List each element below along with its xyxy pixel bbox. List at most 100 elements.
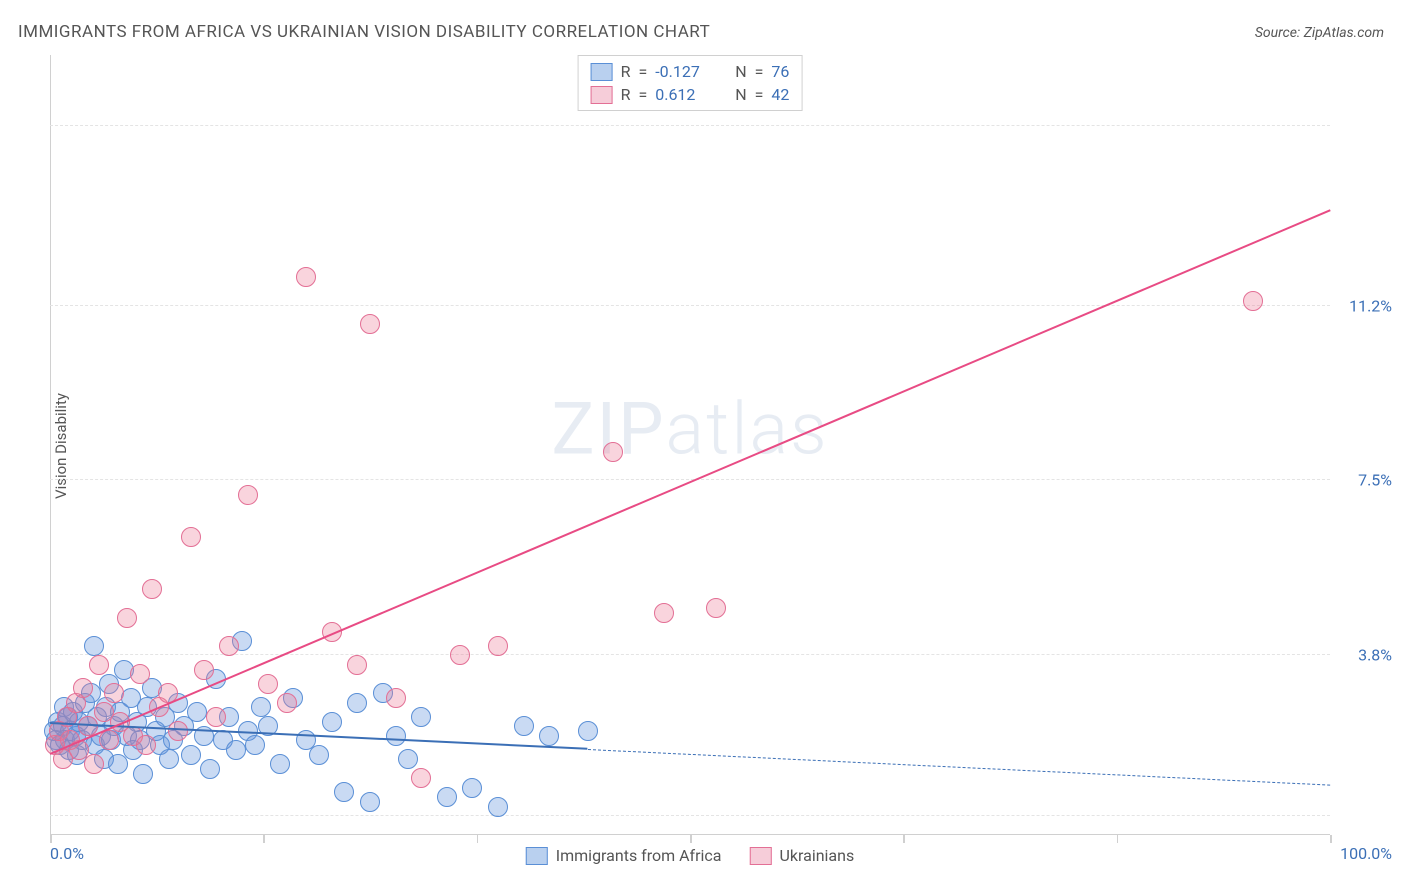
scatter-point-africa	[360, 792, 380, 812]
x-tick-mark	[903, 835, 905, 843]
scatter-point-africa	[539, 726, 559, 746]
trend-line	[50, 209, 1331, 754]
legend-label-africa: Immigrants from Africa	[556, 846, 722, 865]
scatter-point-africa	[84, 636, 104, 656]
scatter-point-africa	[334, 782, 354, 802]
scatter-point-ukr	[1243, 291, 1263, 311]
scatter-point-ukr	[130, 664, 150, 684]
scatter-point-africa	[386, 726, 406, 746]
scatter-point-ukr	[181, 527, 201, 547]
scatter-point-ukr	[386, 688, 406, 708]
scatter-point-africa	[488, 797, 508, 817]
scatter-point-ukr	[258, 674, 278, 694]
scatter-point-africa	[437, 787, 457, 807]
watermark-atlas: atlas	[666, 387, 829, 472]
scatter-point-africa	[200, 759, 220, 779]
scatter-point-africa	[347, 693, 367, 713]
legend-R-label: R	[621, 62, 631, 81]
legend-correlation-box: R = -0.127 N = 76 R = 0.612 N = 42	[578, 55, 803, 111]
chart-title: IMMIGRANTS FROM AFRICA VS UKRAINIAN VISI…	[18, 22, 710, 42]
legend-item-africa: Immigrants from Africa	[526, 846, 722, 865]
scatter-point-africa	[108, 754, 128, 774]
scatter-point-africa	[245, 735, 265, 755]
chart-plot-area: ZIPatlas R = -0.127 N = 76 R = 0.612 N =…	[50, 55, 1330, 835]
scatter-point-ukr	[347, 655, 367, 675]
scatter-point-ukr	[238, 485, 258, 505]
scatter-point-africa	[251, 697, 271, 717]
scatter-point-ukr	[296, 267, 316, 287]
legend-N-value-africa: 76	[771, 62, 789, 81]
legend-eq: =	[755, 85, 764, 104]
x-tick-mark	[477, 835, 479, 843]
legend-label-ukr: Ukrainians	[780, 846, 855, 865]
y-tick-label: 7.5%	[1358, 471, 1392, 490]
scatter-point-ukr	[450, 645, 470, 665]
x-tick-mark	[50, 835, 52, 843]
scatter-point-ukr	[104, 683, 124, 703]
legend-swatch-africa	[526, 847, 548, 865]
scatter-point-ukr	[84, 754, 104, 774]
scatter-point-ukr	[206, 707, 226, 727]
scatter-point-ukr	[654, 603, 674, 623]
scatter-point-africa	[133, 764, 153, 784]
scatter-point-ukr	[706, 598, 726, 618]
scatter-point-africa	[462, 778, 482, 798]
scatter-point-ukr	[117, 608, 137, 628]
source-link[interactable]: ZipAtlas.com	[1304, 25, 1384, 41]
scatter-point-ukr	[89, 655, 109, 675]
scatter-point-ukr	[360, 314, 380, 334]
legend-swatch-ukr	[750, 847, 772, 865]
legend-row-africa: R = -0.127 N = 76	[591, 60, 790, 83]
x-tick-label: 0.0%	[50, 844, 84, 863]
x-tick-mark	[690, 835, 692, 843]
scatter-point-africa	[270, 754, 290, 774]
x-tick-label: 100.0%	[1340, 844, 1392, 863]
scatter-point-africa	[226, 740, 246, 760]
legend-series: Immigrants from Africa Ukrainians	[526, 846, 854, 865]
scatter-point-africa	[309, 745, 329, 765]
scatter-point-africa	[411, 707, 431, 727]
y-tick-label: 11.2%	[1349, 296, 1392, 315]
scatter-point-ukr	[99, 730, 119, 750]
watermark: ZIPatlas	[551, 387, 828, 472]
legend-N-label: N	[735, 62, 746, 81]
scatter-point-africa	[578, 721, 598, 741]
grid-line	[50, 815, 1330, 816]
x-tick-mark	[1117, 835, 1119, 843]
scatter-point-ukr	[73, 678, 93, 698]
scatter-point-ukr	[603, 442, 623, 462]
scatter-point-ukr	[136, 735, 156, 755]
scatter-point-africa	[187, 702, 207, 722]
x-tick-mark	[263, 835, 265, 843]
scatter-point-ukr	[194, 660, 214, 680]
source-prefix: Source:	[1255, 25, 1304, 41]
scatter-point-africa	[159, 749, 179, 769]
scatter-point-ukr	[142, 579, 162, 599]
scatter-point-ukr	[168, 721, 188, 741]
grid-line	[50, 654, 1330, 655]
legend-item-ukr: Ukrainians	[750, 846, 855, 865]
scatter-point-africa	[514, 716, 534, 736]
legend-N-value-ukr: 42	[771, 85, 789, 104]
scatter-point-ukr	[277, 693, 297, 713]
y-tick-label: 3.8%	[1358, 646, 1392, 665]
grid-line	[50, 125, 1330, 126]
trend-line	[588, 749, 1330, 786]
legend-R-value-ukr: 0.612	[655, 85, 709, 104]
scatter-point-ukr	[411, 768, 431, 788]
legend-eq: =	[638, 62, 647, 81]
legend-swatch-ukr	[591, 86, 613, 104]
x-tick-mark	[1330, 835, 1332, 843]
source-credit: Source: ZipAtlas.com	[1255, 25, 1384, 41]
scatter-point-ukr	[219, 636, 239, 656]
grid-line	[50, 305, 1330, 306]
legend-eq: =	[638, 85, 647, 104]
legend-N-label: N	[735, 85, 746, 104]
legend-row-ukr: R = 0.612 N = 42	[591, 83, 790, 106]
scatter-point-ukr	[488, 636, 508, 656]
scatter-point-africa	[322, 712, 342, 732]
legend-R-label: R	[621, 85, 631, 104]
legend-eq: =	[755, 62, 764, 81]
scatter-point-africa	[398, 749, 418, 769]
scatter-point-africa	[181, 745, 201, 765]
